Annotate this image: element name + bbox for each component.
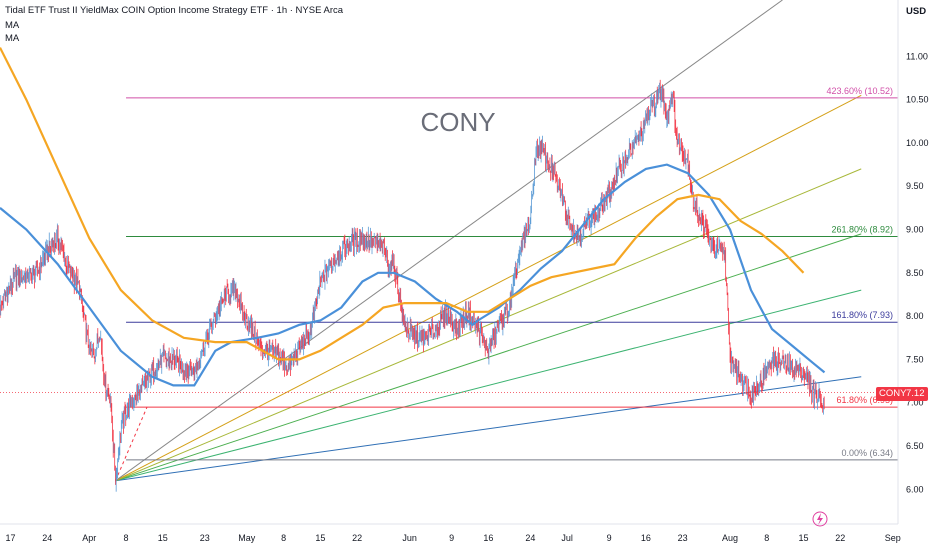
x-tick-label: May xyxy=(238,533,256,543)
x-tick-label: 22 xyxy=(835,533,845,543)
chart-title[interactable]: Tidal ETF Trust II YieldMax COIN Option … xyxy=(5,5,344,16)
x-tick-label: Sep xyxy=(885,533,901,543)
y-tick-label: 7.50 xyxy=(906,354,924,364)
badge-symbol: CONY xyxy=(879,388,907,399)
x-tick-label: Jun xyxy=(402,533,417,543)
x-tick-label: 15 xyxy=(315,533,325,543)
fib-fan-lines xyxy=(115,0,862,482)
x-tick-label: 24 xyxy=(42,533,52,543)
x-tick-label: Aug xyxy=(722,533,738,543)
y-tick-label: 8.50 xyxy=(906,268,924,278)
x-tick-label: 24 xyxy=(525,533,535,543)
fib-level-label: 0.00% (6.34) xyxy=(841,448,893,458)
fan-line xyxy=(115,376,862,482)
badge-price: 7.12 xyxy=(906,388,925,399)
fan-line xyxy=(115,168,862,482)
x-tick-label: 9 xyxy=(607,533,612,543)
fib-level-label: 61.80% (6.95) xyxy=(836,395,893,405)
ma-slow-legend[interactable]: MA xyxy=(5,33,20,44)
y-tick-label: 11.00 xyxy=(906,51,928,61)
fan-line xyxy=(115,0,783,482)
x-tick-label: 23 xyxy=(200,533,210,543)
y-tick-label: 10.00 xyxy=(906,138,929,148)
x-tick-label: 15 xyxy=(158,533,168,543)
moving-averages xyxy=(0,47,826,387)
x-tick-label: 8 xyxy=(281,533,286,543)
symbol-watermark: CONY xyxy=(420,107,495,137)
x-tick-label: Apr xyxy=(82,533,96,543)
y-tick-label: 9.50 xyxy=(906,181,924,191)
x-tick-label: 17 xyxy=(5,533,15,543)
ma-fast-line xyxy=(0,163,826,387)
y-tick-label: 10.50 xyxy=(906,95,929,105)
ma-fast-legend[interactable]: MA xyxy=(5,20,20,31)
x-tick-label: Jul xyxy=(561,533,573,543)
x-tick-label: 8 xyxy=(764,533,769,543)
fib-level-label: 423.60% (10.52) xyxy=(826,86,893,96)
fib-level-label: 161.80% (7.93) xyxy=(831,310,893,320)
x-tick-label: 16 xyxy=(641,533,651,543)
x-tick-label: 8 xyxy=(124,533,129,543)
fib-extension-levels: 423.60% (10.52) 261.80% (8.92) 161.80% (7.… xyxy=(126,86,898,461)
last-price-badge: CONY 7.12 xyxy=(876,387,928,401)
x-tick-label: 9 xyxy=(449,533,454,543)
x-tick-label: 22 xyxy=(352,533,362,543)
fan-line xyxy=(115,94,862,482)
y-tick-label: 6.00 xyxy=(906,484,924,494)
lightning-icon[interactable] xyxy=(812,511,828,527)
y-tick-label: 7.00 xyxy=(906,398,924,408)
y-tick-label: 9.00 xyxy=(906,225,924,235)
fan-line xyxy=(115,289,862,482)
x-tick-label: 15 xyxy=(798,533,808,543)
x-tick-label: 23 xyxy=(678,533,688,543)
ma-slow-line xyxy=(0,47,805,361)
x-tick-label: 16 xyxy=(483,533,493,543)
y-tick-label: 8.00 xyxy=(906,311,924,321)
currency-label[interactable]: USD xyxy=(906,6,927,17)
fib-level-label: 261.80% (8.92) xyxy=(831,224,893,234)
price-bars xyxy=(0,79,825,492)
retrace-line xyxy=(115,406,148,481)
y-tick-label: 6.50 xyxy=(906,441,924,451)
